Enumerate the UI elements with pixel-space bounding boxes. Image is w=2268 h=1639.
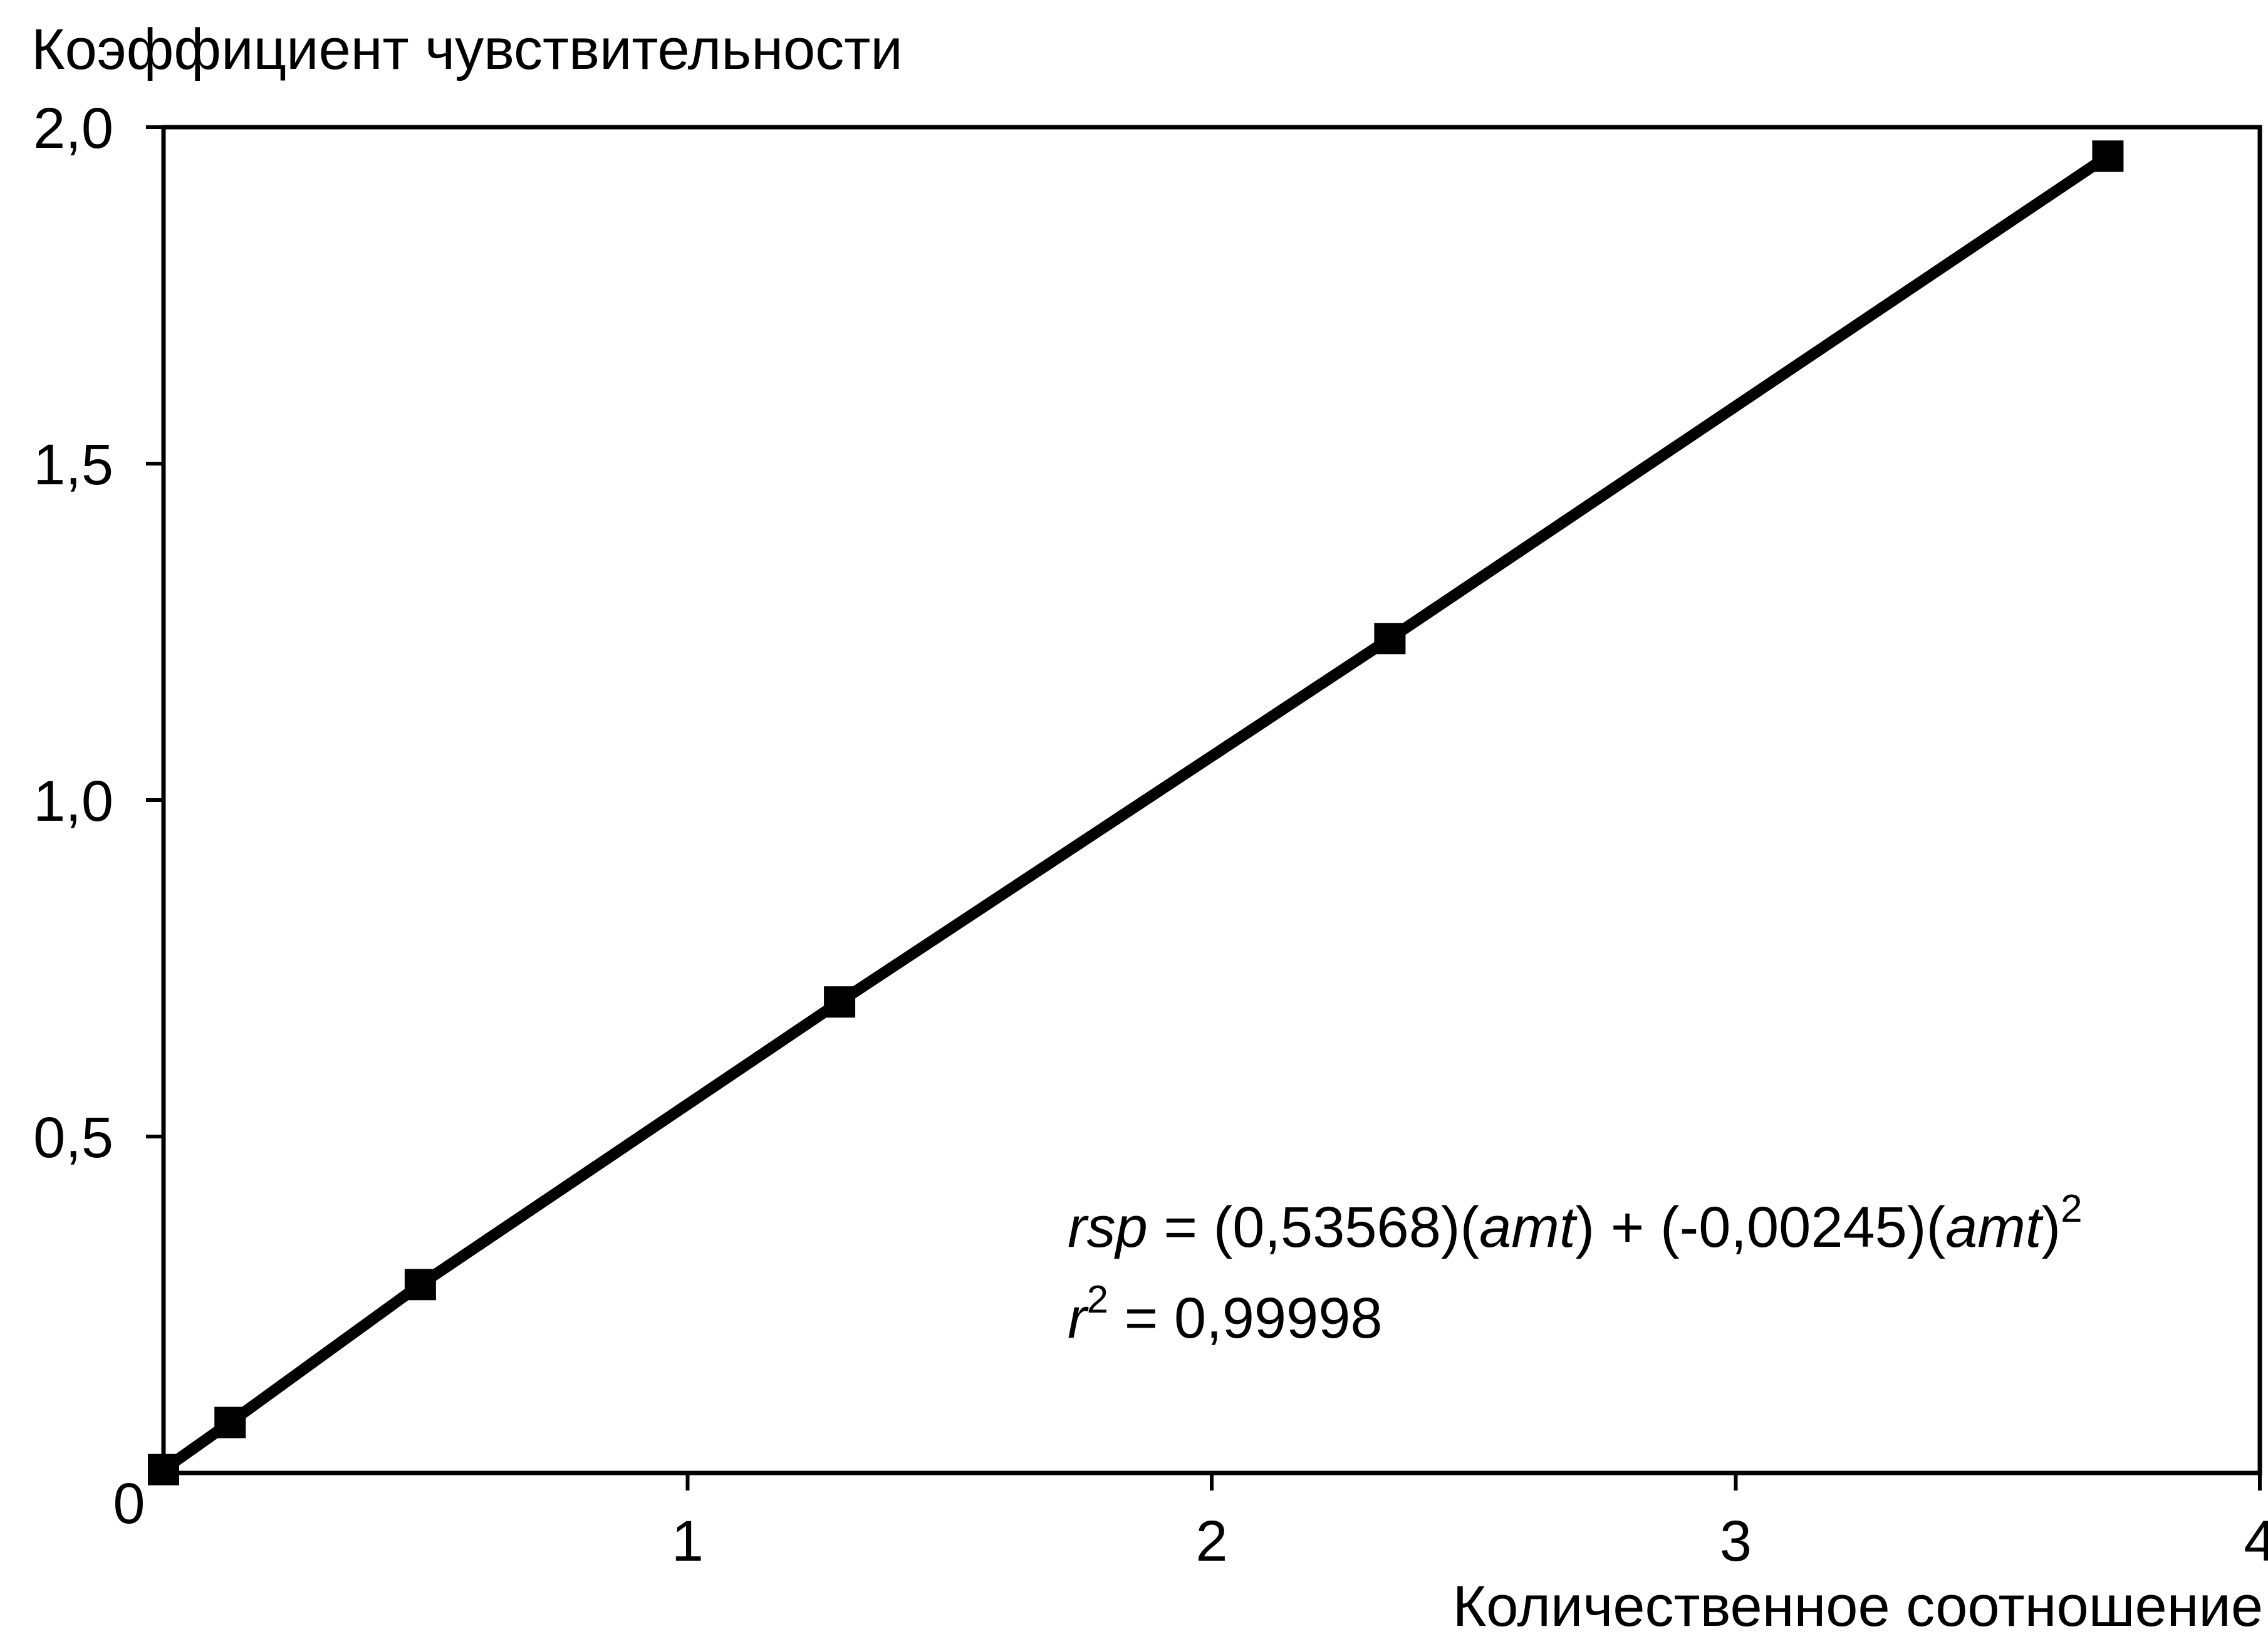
data-marker [824,986,856,1018]
annotation-part: ) + (-0,00245)( [1576,1195,1946,1259]
data-line [160,151,2111,1474]
data-marker [2092,140,2124,172]
plot-frame [161,125,2262,1475]
data-marker [148,1454,179,1486]
y-axis-title: Коэффициент чувствительности [31,18,903,81]
annotation-part: = (0,53568)( [1148,1195,1480,1259]
data-marker [404,1269,436,1301]
data-marker [214,1407,246,1439]
x-axis-title: Количественное соотношение [1453,1574,2263,1636]
annotation-part: amt [1945,1195,2044,1259]
y-tick-label: 1,5 [33,433,113,497]
annotation-part: ) [2041,1195,2061,1259]
annotation: rsp = (0,53568)(amt) + (-0,00245)(amt)2 [1068,1187,2083,1259]
x-tick-label: 3 [1720,1509,1752,1573]
annotation: r2 = 0,99998 [1068,1278,1383,1350]
y-tick-label: 2,0 [33,96,113,160]
x-tick-label: 2 [1195,1509,1227,1573]
annotation-part: r [1068,1286,1089,1350]
y-tick-label: 1,0 [33,769,113,833]
x-tick-label: 4 [2244,1509,2268,1573]
y-tick-label: 0,5 [33,1106,113,1170]
annotation-part: amt [1479,1195,1578,1259]
annotation-part: = 0,99998 [1108,1286,1382,1350]
x-tick-label: 0 [113,1472,145,1536]
annotation-part: 2 [2061,1187,2082,1231]
x-tick-label: 1 [672,1509,704,1573]
annotation-part: rsp [1068,1195,1148,1259]
annotation-part: 2 [1087,1278,1108,1321]
data-marker [1374,623,1406,655]
